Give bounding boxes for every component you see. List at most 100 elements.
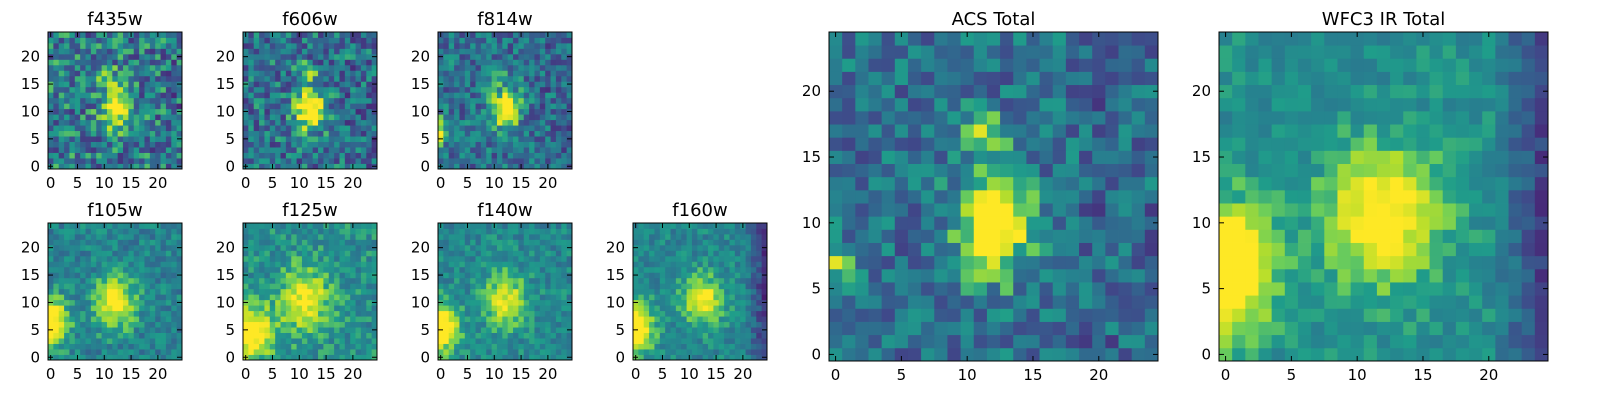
heatmap-cell [96,288,102,295]
heatmap-cell [48,349,54,355]
heatmap-cell [85,108,92,115]
heatmap-cell [149,97,156,104]
heatmap-cell [697,277,704,284]
heatmap-cell [243,349,249,355]
heatmap-cell [128,332,135,339]
heatmap-cell [117,343,124,350]
heatmap-cell [128,152,135,159]
heatmap-cell [117,223,124,229]
heatmap-cell [123,163,129,170]
heatmap-cell [1065,176,1080,191]
heatmap-cell [708,349,714,355]
heatmap-cell [339,136,346,142]
heatmap-cell [448,294,455,301]
heatmap-cell [539,114,546,121]
heatmap-cell [643,294,650,301]
heatmap-cell [253,283,260,290]
heatmap-cell [253,81,260,88]
heatmap-cell [507,42,514,49]
heatmap-cell [171,92,178,99]
heatmap-cell [355,81,362,88]
heatmap-cell [291,299,297,306]
heatmap-cell [96,103,102,110]
heatmap-cell [934,334,948,349]
heatmap-cell [64,310,70,317]
heatmap-cell [654,305,661,312]
heatmap-cell [675,261,682,268]
heatmap-cell [561,136,568,142]
heatmap-cell [334,349,340,355]
heatmap-cell [85,338,92,344]
heatmap-cell [307,349,314,355]
heatmap-cell [58,147,65,153]
heatmap-cell [144,321,151,328]
heatmap-cell [734,261,741,268]
heatmap-cell [734,343,741,350]
heatmap-cell [58,349,65,355]
heatmap-cell [171,223,178,229]
heatmap-cell [529,277,535,284]
heatmap-cell [53,114,60,121]
heatmap-cell [1092,334,1106,349]
heatmap-cell [291,244,297,251]
heatmap-cell [275,228,281,235]
heatmap-cell [470,277,476,284]
heatmap-cell [96,48,102,55]
heatmap-cell [745,338,752,344]
heatmap-cell [464,136,471,142]
heatmap-cell [756,233,763,240]
heatmap-cell [654,261,661,268]
heatmap-cell [491,332,498,339]
heatmap-cell [296,114,303,121]
heatmap-cell [58,321,65,328]
heatmap-cell [491,37,498,44]
heatmap-cell [670,261,677,268]
y-tick-label: 15 [606,266,625,284]
heatmap-cell [1052,347,1067,362]
heatmap-cell [155,288,161,295]
heatmap-cell [285,338,292,344]
heatmap-cell [454,277,460,284]
heatmap-cell [133,70,140,77]
heatmap-cell [355,103,362,110]
heatmap-cell [74,125,81,132]
heatmap-cell [566,255,573,262]
heatmap-cell [555,81,562,88]
heatmap-cell [301,283,308,290]
heatmap-cell [264,327,271,333]
heatmap-cell [486,255,492,262]
heatmap-cell [555,75,562,82]
heatmap-cell [681,288,687,295]
heatmap-cell [734,327,741,333]
heatmap-cell [144,147,151,153]
heatmap-cell [344,119,351,126]
y-tick-label: 5 [420,321,430,339]
heatmap-cell [133,37,140,44]
heatmap-cell [296,233,303,240]
heatmap-cell [1144,242,1159,257]
heatmap-cell [486,332,492,339]
heatmap-cell [756,223,763,229]
heatmap-cell [470,70,476,77]
heatmap-cell [165,136,172,142]
heatmap-cell [334,114,340,121]
heatmap-cell [64,327,70,333]
heatmap-cell [729,239,736,246]
heatmap-cell [160,86,167,93]
heatmap-cell [171,255,178,262]
heatmap-cell [561,305,568,312]
heatmap-cell [80,316,86,323]
heatmap-cell [248,75,255,82]
heatmap-cell [894,203,909,217]
heatmap-cell [550,158,557,164]
heatmap-cell [264,141,271,148]
heatmap-cell [144,255,151,262]
heatmap-cell [64,64,70,71]
heatmap-cell [507,163,514,170]
heatmap-cell [139,108,145,115]
heatmap-cell [160,70,167,77]
heatmap-cell [144,108,151,115]
heatmap-cell [106,48,113,55]
heatmap-cell [523,147,530,153]
heatmap-cell [144,37,151,44]
